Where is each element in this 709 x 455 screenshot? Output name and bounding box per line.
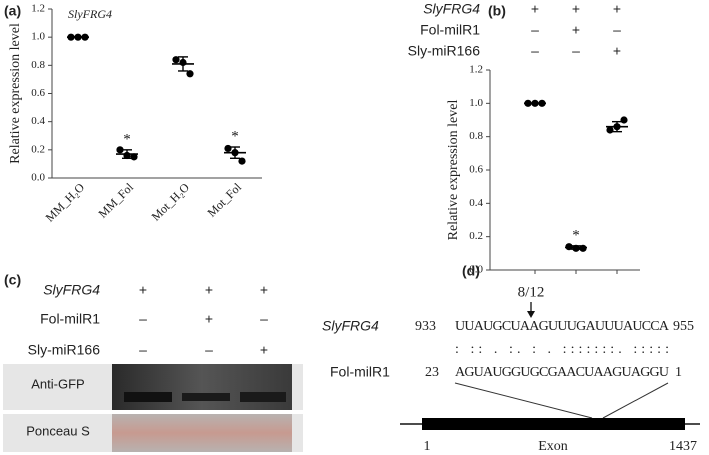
x-tick-label: MM_H₂O [43, 180, 88, 225]
treatment-sign: – [205, 342, 213, 358]
y-tick-label: 0.6 [31, 87, 45, 99]
x-tick-label: MM_Fol [96, 180, 137, 221]
treatment-sign: – [613, 22, 621, 38]
point [116, 146, 124, 154]
treatment-name: Sly-miR166 [28, 342, 101, 358]
treatment-sign: – [260, 311, 268, 327]
y-tick-label: 1.2 [31, 3, 45, 15]
x-tick-label: Mot_H₂O [149, 180, 193, 224]
pairing: : :: . :. : . :::::::. ::::: [455, 342, 669, 357]
significance: * [231, 128, 239, 144]
treatment-name: Sly-miR166 [408, 43, 481, 59]
panel-label: (b) [488, 3, 506, 19]
y-tick-label: 0.8 [469, 130, 483, 142]
y-tick-label: 0.0 [31, 172, 45, 184]
band-label: Ponceau S [26, 423, 90, 438]
y-tick-label: 1.2 [469, 64, 483, 76]
treatment-name: SlyFRG4 [43, 282, 100, 298]
panel-label: (d) [462, 263, 480, 279]
point [172, 56, 180, 64]
y-tick-label: 0.4 [469, 197, 483, 209]
y-axis-label: Relative expression level [446, 100, 461, 241]
band [182, 393, 230, 401]
panel-label: (a) [4, 3, 21, 19]
mirna-seq: AGUAUGGUGCGAACUAAGUAGGU [455, 365, 669, 380]
point [238, 157, 246, 165]
target-seq: UUAUGCUAAGUUUGAUUUAUCCA [455, 319, 670, 334]
target-name: SlyFRG4 [322, 318, 379, 334]
blot-gfp [112, 364, 292, 410]
significance: * [572, 227, 580, 243]
treatment-sign: + [531, 1, 539, 17]
treatment-sign: + [205, 282, 213, 298]
gene-end: 1437 [669, 439, 697, 454]
point [130, 153, 138, 161]
gene-start: 1 [424, 439, 431, 454]
treatment-sign: – [139, 342, 147, 358]
y-tick-label: 0.0 [469, 264, 483, 276]
chart-title: SlyFRG4 [68, 7, 112, 21]
point [579, 244, 587, 252]
target-end: 955 [673, 319, 694, 334]
y-tick-label: 0.2 [469, 230, 483, 242]
point [186, 70, 194, 78]
point [224, 144, 232, 153]
point [565, 243, 573, 251]
treatment-sign: + [139, 282, 147, 298]
blot-ponceau [112, 414, 292, 452]
exon [422, 418, 685, 430]
gene-label: Exon [538, 439, 568, 454]
point [606, 126, 614, 134]
y-tick-label: 0.6 [469, 164, 483, 176]
mirna-start: 23 [425, 365, 439, 380]
treatment-sign: + [613, 1, 621, 17]
y-tick-label: 0.8 [31, 59, 45, 71]
treatment-sign: – [531, 43, 539, 59]
mirna-end: 1 [675, 365, 682, 380]
treatment-sign: + [205, 311, 213, 327]
band [124, 392, 172, 402]
x-tick-label: Mot_Fol [204, 180, 244, 220]
point [620, 116, 628, 124]
treatment-name: Fol-milR1 [40, 311, 100, 327]
ratio: 8/12 [518, 284, 545, 300]
treatment-sign: + [260, 282, 268, 298]
panel-label: (c) [4, 272, 21, 288]
y-tick-label: 1.0 [469, 97, 483, 109]
significance: * [123, 131, 131, 147]
y-axis-label: Relative expression level [8, 23, 23, 164]
y-tick-label: 1.0 [31, 31, 45, 43]
band-label: Anti-GFP [31, 376, 84, 391]
y-tick-label: 0.2 [31, 143, 45, 155]
mirna-name: Fol-milR1 [330, 364, 390, 380]
arrow-head [527, 311, 535, 318]
band [240, 392, 286, 402]
y-tick-label: 0.4 [31, 115, 45, 127]
treatment-sign: + [613, 43, 621, 59]
zoom-line [602, 382, 669, 419]
treatment-name: SlyFRG4 [423, 1, 480, 17]
treatment-sign: – [572, 43, 580, 59]
treatment-sign: – [139, 311, 147, 327]
treatment-sign: + [572, 1, 580, 17]
treatment-sign: + [572, 22, 580, 38]
treatment-name: Fol-milR1 [420, 22, 480, 38]
target-start: 933 [415, 319, 436, 334]
treatment-sign: – [531, 22, 539, 38]
zoom-line [454, 382, 593, 419]
treatment-sign: + [260, 342, 268, 358]
